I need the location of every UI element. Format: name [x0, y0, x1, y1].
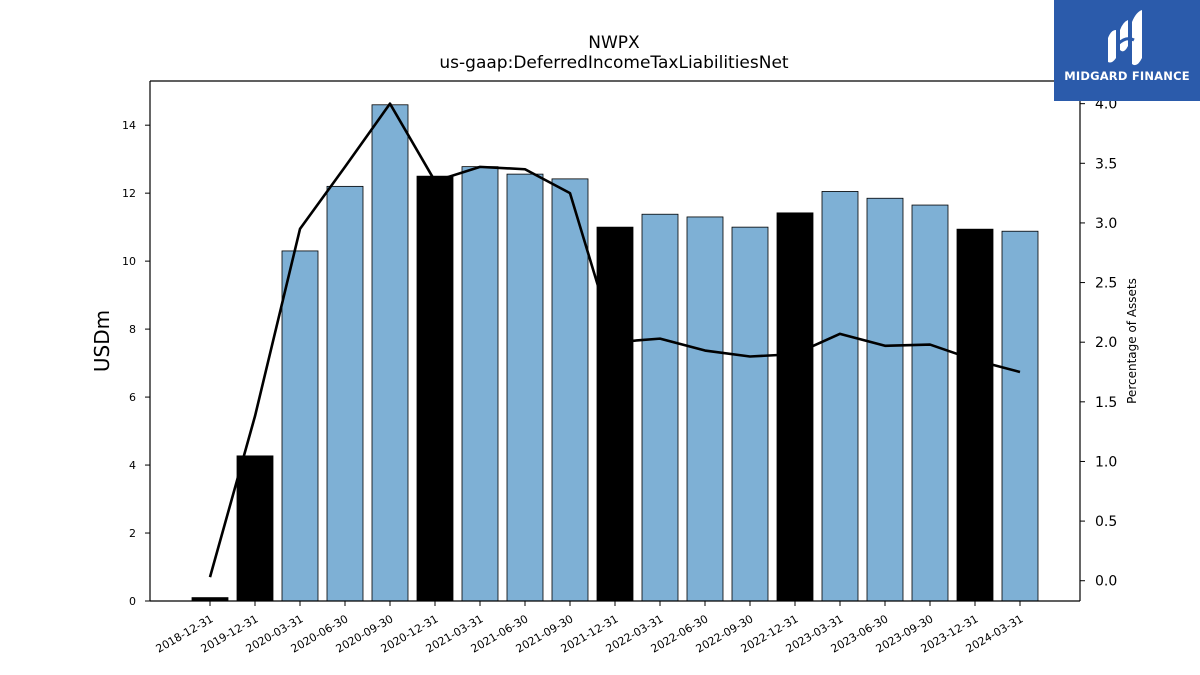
y-tick-label: 2	[129, 527, 136, 540]
chart-title: NWPX	[588, 33, 640, 53]
bar-2019-12-31	[236, 455, 274, 602]
y-tick-label: 4	[129, 459, 136, 472]
y-tick-label: 8	[129, 323, 136, 336]
bar-2023-12-31	[956, 228, 994, 602]
logo-mark-icon	[1108, 10, 1142, 66]
y2-tick-label: 1.5	[1095, 395, 1117, 411]
y2-tick-label: 2.0	[1095, 335, 1117, 351]
y2-tick-label: 3.0	[1095, 216, 1117, 232]
bars-group	[191, 104, 1039, 602]
bar-2023-09-30	[911, 204, 949, 602]
y-axis-label: USDm	[90, 310, 114, 372]
bar-2020-09-30	[371, 104, 409, 602]
bar-2022-06-30	[686, 216, 724, 602]
bar-2024-03-31	[1001, 230, 1039, 602]
bar-2021-09-30	[551, 178, 589, 602]
bar-2021-06-30	[506, 173, 544, 602]
bar-2022-03-31	[641, 213, 679, 602]
y-tick-label: 0	[129, 595, 136, 608]
y2-tick-label: 3.5	[1095, 156, 1117, 172]
y-tick-label: 14	[122, 119, 136, 132]
y-tick-label: 12	[122, 187, 136, 200]
line-group	[208, 102, 1021, 578]
y-tick-label: 10	[122, 255, 136, 268]
bar-2020-06-30	[326, 185, 364, 602]
y2-tick-label: 0.5	[1095, 514, 1117, 530]
bar-2020-03-31	[281, 250, 319, 602]
y-tick-label: 6	[129, 391, 136, 404]
bar-2020-12-31	[416, 175, 454, 602]
bar-2022-09-30	[731, 226, 769, 602]
chart-subtitle: us-gaap:DeferredIncomeTaxLiabilitiesNet	[439, 53, 789, 73]
bar-2022-12-31	[776, 212, 814, 602]
y2-tick-label: 1.0	[1095, 454, 1117, 470]
bar-2023-03-31	[821, 191, 859, 602]
bar-2021-12-31	[596, 226, 634, 602]
bar-2021-03-31	[461, 166, 499, 602]
y2-tick-label: 0.0	[1095, 574, 1117, 590]
y2-axis-label: Percentage of Assets	[1125, 278, 1139, 404]
y2-tick-label: 2.5	[1095, 276, 1117, 292]
logo-text: MIDGARD FINANCE	[1064, 69, 1190, 83]
midgard-finance-logo: MIDGARD FINANCE	[1054, 0, 1200, 101]
bar-2023-06-30	[866, 197, 904, 602]
